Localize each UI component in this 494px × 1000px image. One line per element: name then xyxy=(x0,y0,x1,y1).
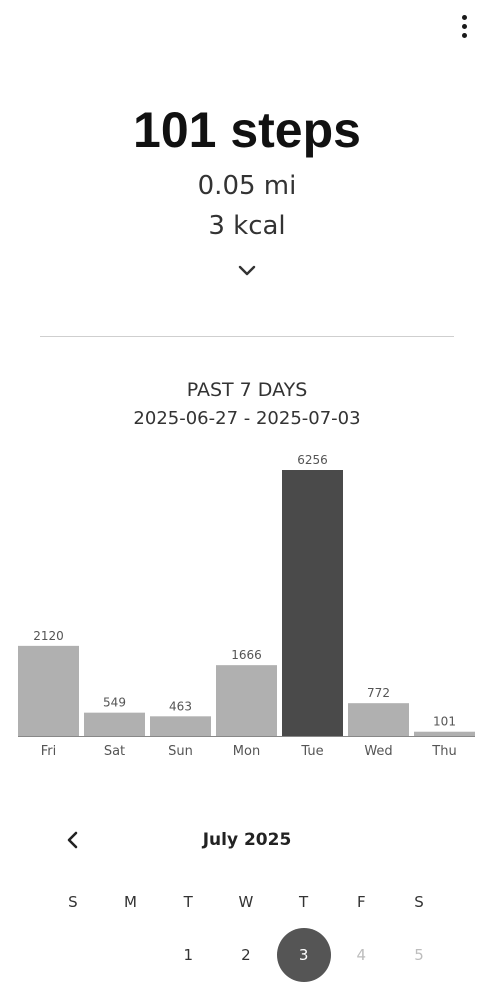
weekday-label: F xyxy=(356,893,366,911)
section-divider xyxy=(40,336,454,337)
calendar-empty-cell xyxy=(44,928,102,982)
weekday-label: W xyxy=(238,893,254,911)
menu-dot xyxy=(461,32,467,38)
category-label: Tue xyxy=(300,744,323,759)
calendar-day[interactable]: 1 xyxy=(159,928,217,982)
menu-dot xyxy=(461,14,467,20)
more-options-icon[interactable] xyxy=(454,12,474,40)
weekday-label: S xyxy=(414,893,424,911)
category-label: Sat xyxy=(104,744,125,759)
calendar-day-number: 5 xyxy=(414,946,424,964)
calendar-day-row: 1 2 3 4 5 xyxy=(44,928,448,982)
chevron-down-icon[interactable] xyxy=(233,258,261,282)
calendar-day-number: 1 xyxy=(183,946,193,964)
today-summary: 101 steps 0.05 mi 3 kcal xyxy=(0,100,494,282)
bar-tue[interactable] xyxy=(282,470,343,736)
weekly-steps-chart: 2120 Fri 549 Sat 463 Sun 1666 Mon 6256 Tue 772 Wed 1… xyxy=(0,440,494,770)
period-header: PAST 7 DAYS 2025-06-27 - 2025-07-03 xyxy=(0,376,494,434)
calendar-day-selected[interactable]: 3 xyxy=(275,928,333,982)
bar-mon[interactable] xyxy=(216,665,277,736)
bar-value-label: 6256 xyxy=(297,453,328,467)
steps-count: 101 steps xyxy=(133,102,361,158)
calendar-month-title: July 2025 xyxy=(202,830,292,850)
bar-sat[interactable] xyxy=(84,712,145,736)
weekday-label: T xyxy=(299,893,309,911)
category-label: Wed xyxy=(364,744,392,759)
category-label: Fri xyxy=(41,744,57,759)
category-label: Thu xyxy=(431,744,456,759)
bar-chart-svg: 2120 Fri 549 Sat 463 Sun 1666 Mon 6256 Tue 772 Wed 1… xyxy=(18,453,475,759)
calendar-header: July 2025 xyxy=(0,822,494,858)
calendar-day[interactable]: 4 xyxy=(332,928,390,982)
weekday-label: T xyxy=(183,893,193,911)
calendar-day-number: 2 xyxy=(241,946,251,964)
bar-value-label: 101 xyxy=(433,715,456,729)
bar-thu[interactable] xyxy=(414,731,475,736)
bar-value-label: 1666 xyxy=(231,648,262,662)
period-date-range: 2025-06-27 - 2025-07-03 xyxy=(133,408,361,429)
calendar-day-number: 3 xyxy=(298,946,309,964)
distance-value: 0.05 mi xyxy=(197,171,297,201)
weekday-label: S xyxy=(68,893,78,911)
bar-value-label: 549 xyxy=(103,696,126,710)
period-title: PAST 7 DAYS xyxy=(186,379,308,401)
calendar-day-number: 4 xyxy=(356,946,367,964)
category-label: Sun xyxy=(168,744,193,759)
calendar-empty-cell xyxy=(102,928,160,982)
category-label: Mon xyxy=(233,744,260,759)
bar-wed[interactable] xyxy=(348,703,409,736)
calories-value: 3 kcal xyxy=(208,211,286,241)
calendar-day[interactable]: 5 xyxy=(390,928,448,982)
chevron-left-icon[interactable] xyxy=(58,826,86,854)
bar-value-label: 2120 xyxy=(33,629,64,643)
calendar-day[interactable]: 2 xyxy=(217,928,275,982)
bar-fri[interactable] xyxy=(18,645,79,736)
menu-dot xyxy=(461,23,467,29)
bar-sun[interactable] xyxy=(150,716,211,736)
weekday-label: M xyxy=(124,893,137,911)
selected-day-highlight xyxy=(276,928,331,982)
bar-value-label: 772 xyxy=(367,686,390,700)
bar-value-label: 463 xyxy=(169,699,192,713)
